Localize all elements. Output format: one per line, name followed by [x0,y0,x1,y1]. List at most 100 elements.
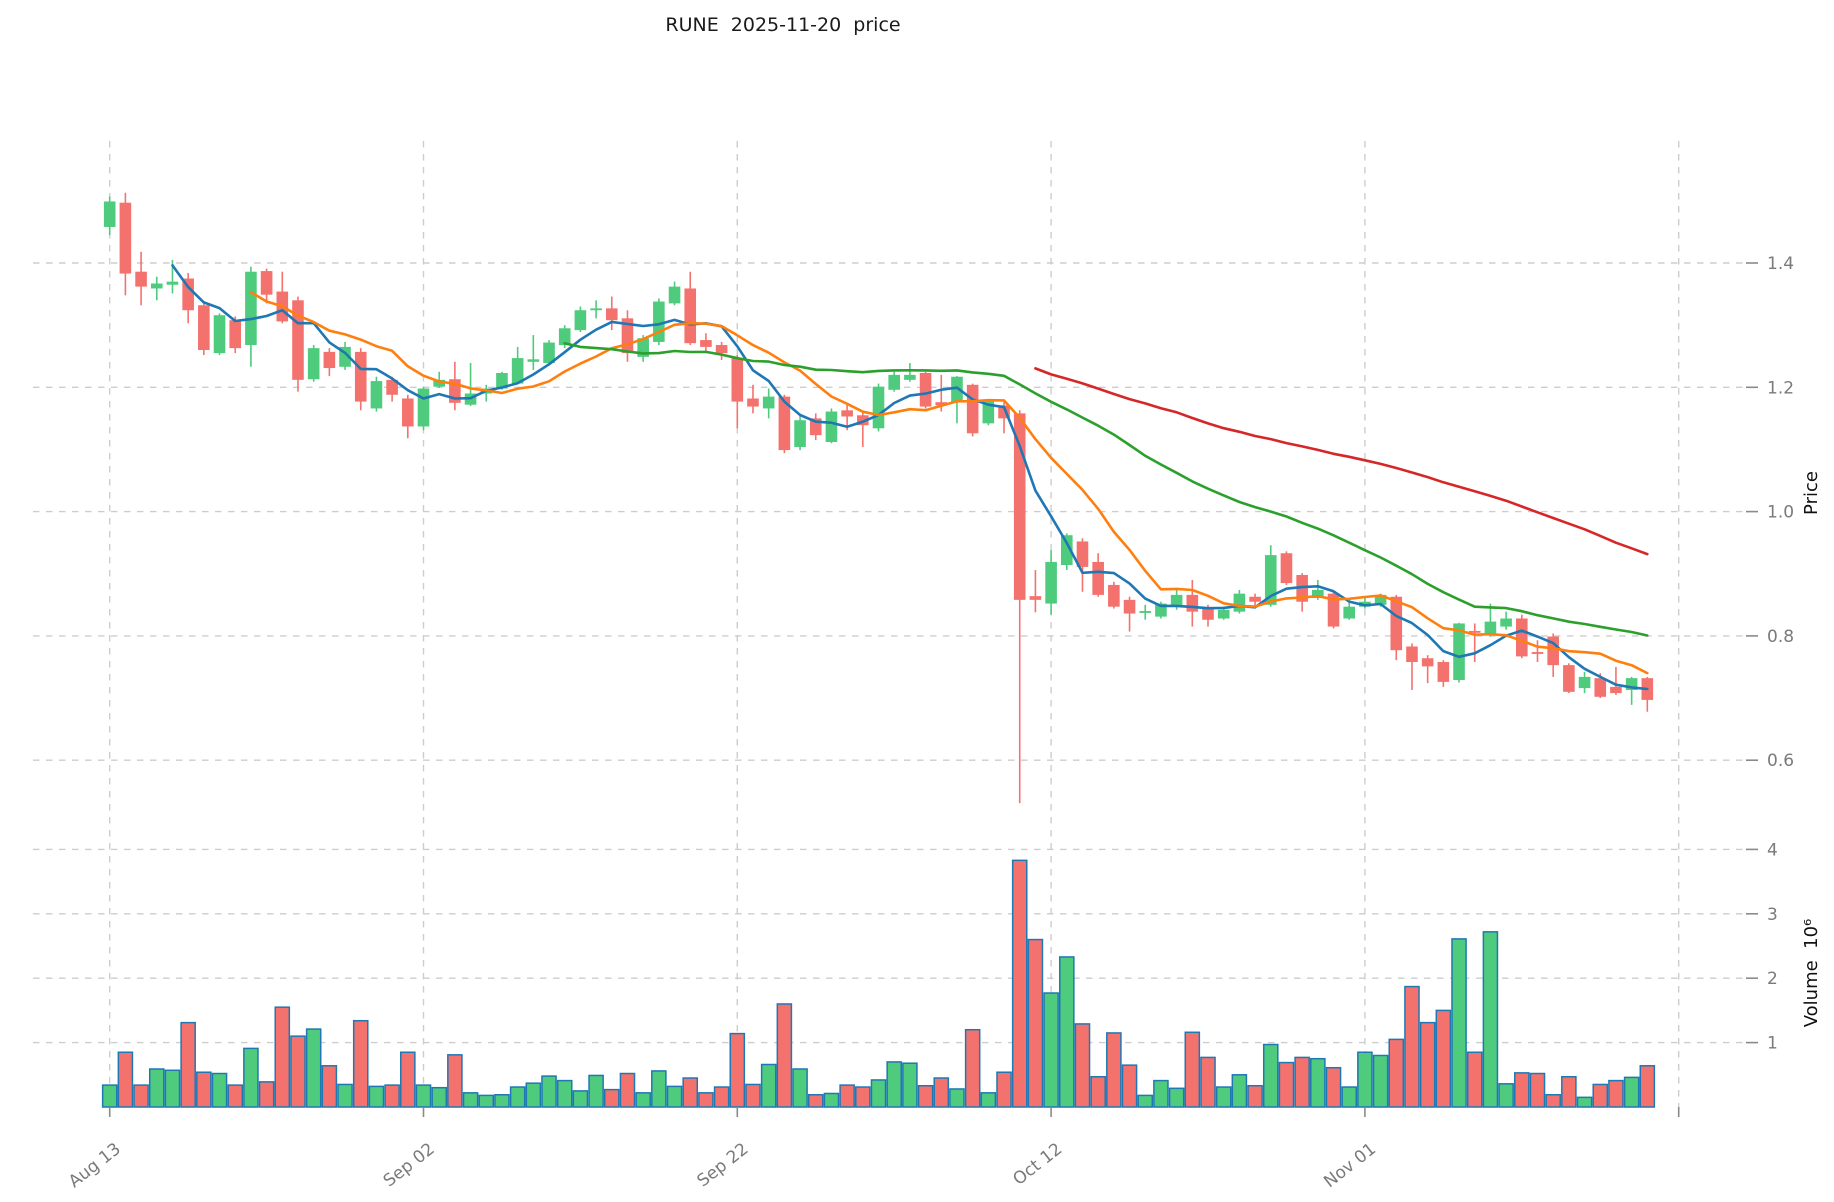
volume-bar [651,1070,667,1108]
volume-bar [368,1085,385,1108]
candle-body [762,396,775,409]
candle-body [103,201,116,227]
volume-bar [258,1081,275,1108]
volume-bar [509,1086,526,1108]
candle-body [1610,686,1622,694]
candle-body [402,398,414,427]
volume-bar [164,1069,181,1108]
candle-body [150,283,163,289]
volume-axis-label: Volume 10⁶ [1801,919,1822,1028]
volume-bar [1294,1056,1310,1108]
volume-bar [1215,1086,1232,1108]
volume-bar [1639,1065,1656,1108]
candle-body [574,310,587,331]
volume-bar [305,1028,322,1108]
candle-body [1217,609,1230,619]
candle-body [1312,589,1324,598]
candle-body [1123,599,1136,614]
candle-body [1045,561,1057,604]
volume-bar [211,1072,228,1108]
volume-bar [886,1061,903,1108]
candle-body [449,379,461,403]
candle-body [841,410,853,417]
price-tick-label: 0.6 [1767,751,1794,771]
candle-body [1578,676,1591,689]
volume-bar [101,1084,118,1108]
candle-body [1421,658,1434,667]
candle-body [1139,611,1152,613]
candle-body [1170,594,1183,607]
volume-bar [1623,1076,1640,1108]
volume-bar [1529,1072,1546,1108]
candle-body [982,401,995,424]
candle-body [1108,584,1120,607]
candle-body [511,358,524,384]
candle-body [1264,555,1277,605]
candle-body [417,388,430,427]
candle-body [1233,593,1246,612]
ma-line-sma60 [1034,367,1649,556]
candle-body [135,271,147,287]
candle-body [229,320,242,349]
volume-bars [101,859,1656,1108]
volume-bar [384,1084,400,1108]
candle-body [904,374,916,380]
candle-body [731,358,744,402]
volume-bar [1404,985,1420,1108]
candle-body [213,315,226,354]
volume-bar [227,1084,244,1108]
volume-bar [980,1092,997,1108]
volume-bar [1090,1075,1106,1108]
candle-body [1327,593,1340,627]
volume-tick-label: 3 [1767,905,1778,925]
candle-body [323,351,336,369]
date-tick-label: Sep 22 [694,1139,753,1191]
candle-body [1500,618,1512,627]
candle-body [370,381,383,409]
date-tick-label: Sep 02 [380,1139,439,1191]
candle-body [621,318,634,354]
volume-bar [337,1083,353,1108]
candle-body [1531,652,1544,654]
volume-bar [933,1077,950,1108]
candle-body [951,376,963,403]
volume-bar [949,1088,965,1108]
volume-bar [415,1084,432,1108]
candle-body [354,351,367,402]
volume-bar [619,1072,636,1108]
moving-average-lines [171,264,1649,691]
volume-bar [180,1021,196,1108]
volume-bar [603,1088,620,1108]
candle-body [888,374,900,390]
gridlines [33,141,1748,1107]
candle-body [747,398,759,407]
volume-bar [698,1092,714,1108]
volume-bar [400,1051,416,1108]
volume-bar [1325,1066,1342,1108]
candle-body [1186,594,1199,612]
volume-bar [352,1019,369,1108]
volume-bar [1137,1094,1154,1108]
volume-bar [1074,1023,1091,1108]
volume-bar [321,1065,338,1108]
volume-bar [243,1047,259,1108]
date-tick-label: Nov 01 [1320,1139,1380,1192]
volume-bar [760,1063,777,1108]
candle-body [1453,623,1465,681]
volume-bar [1608,1079,1624,1108]
price-tick-label: 1.4 [1767,254,1794,274]
candle-body [307,348,320,380]
volume-bar [902,1062,918,1108]
volume-bar [541,1075,557,1108]
candle-body [794,420,806,447]
chart-title: RUNE 2025-11-20 price [665,14,900,36]
volume-bar [494,1094,510,1108]
volume-bar [996,1071,1012,1108]
candle-body [166,281,179,285]
candle-body [1155,603,1167,617]
volume-bar [1168,1087,1185,1108]
volume-bar [1482,931,1499,1108]
volume-bar [1011,859,1028,1108]
candle-body [700,340,712,347]
ma-line-sma10 [249,290,1649,675]
